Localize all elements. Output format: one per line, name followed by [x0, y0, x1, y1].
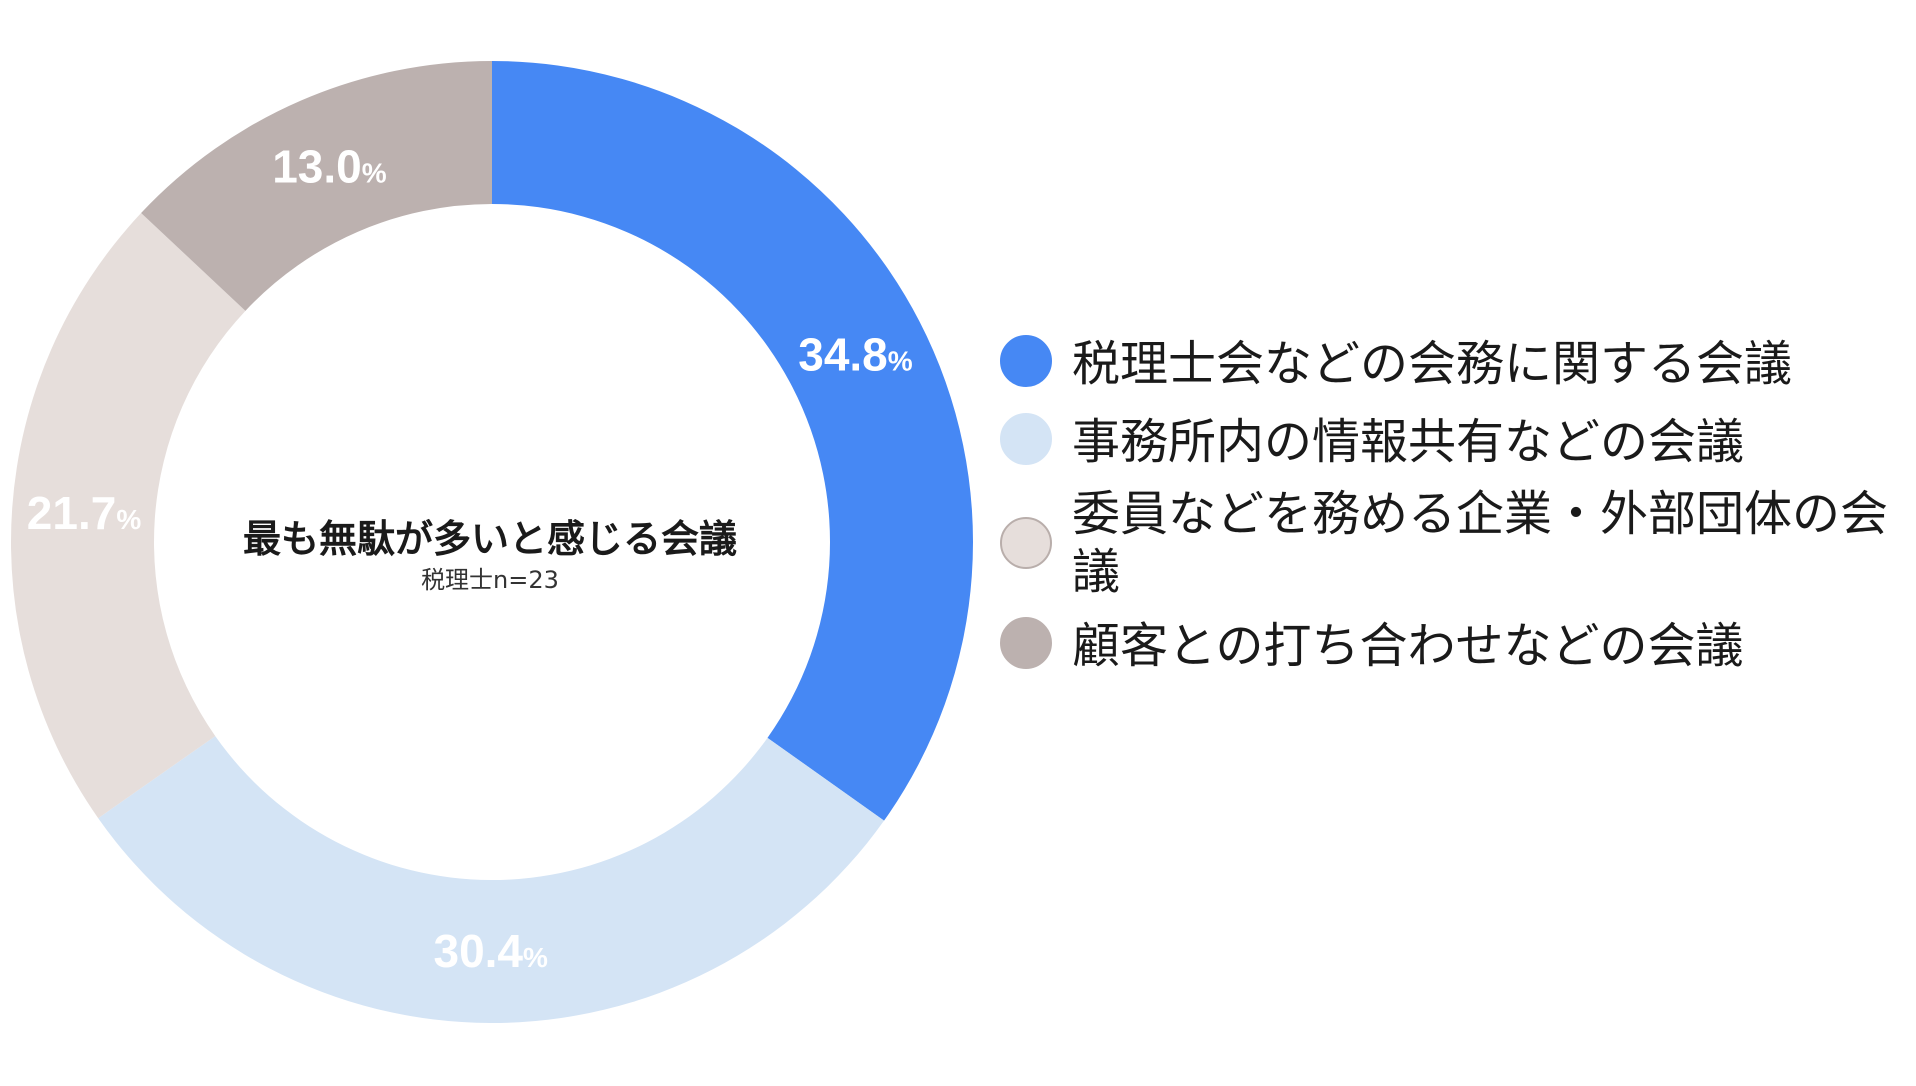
legend-label-jimusho: 事務所内の情報共有などの会議: [1072, 414, 1745, 470]
legend-item-kokyaku: 顧客との打ち合わせなどの会議: [1000, 617, 1916, 675]
donut-slices: [10, 61, 973, 1024]
legend-label-kokyaku: 顧客との打ち合わせなどの会議: [1072, 618, 1744, 674]
slice-jimusho: [98, 736, 885, 1024]
legend-swatch-kaimu: [1000, 335, 1052, 387]
legend-item-iin: 委員などを務める企業・外部団体の会議: [1000, 485, 1916, 601]
slice-label-kokyaku: 13.0%: [272, 141, 387, 193]
legend-swatch-iin: [1000, 517, 1052, 569]
slice-kokyaku: [141, 61, 492, 311]
legend-item-jimusho: 事務所内の情報共有などの会議: [1000, 413, 1916, 471]
legend-item-kaimu: 税理士会などの会務に関する会議: [1000, 335, 1916, 393]
chart-subtitle: 税理士n=23: [421, 566, 559, 594]
slice-label-iin: 21.7%: [27, 487, 142, 539]
legend-swatch-jimusho: [1000, 413, 1052, 465]
slice-labels: 34.8% 30.4% 21.7% 13.0%: [27, 141, 913, 977]
slice-kaimu: [492, 61, 973, 821]
slice-iin: [10, 213, 246, 819]
legend-label-iin: 委員などを務める企業・外部団体の会議: [1072, 486, 1889, 600]
legend-label-kaimu: 税理士会などの会務に関する会議: [1072, 336, 1793, 392]
chart-legend: 税理士会などの会務に関する会議 事務所内の情報共有などの会議 委員などを務める企…: [1000, 335, 1916, 674]
chart-title: 最も無駄が多いと感じる会議: [242, 517, 737, 561]
legend-swatch-kokyaku: [1000, 617, 1052, 669]
slice-label-jimusho: 30.4%: [433, 925, 548, 977]
slice-label-kaimu: 34.8%: [798, 328, 913, 380]
